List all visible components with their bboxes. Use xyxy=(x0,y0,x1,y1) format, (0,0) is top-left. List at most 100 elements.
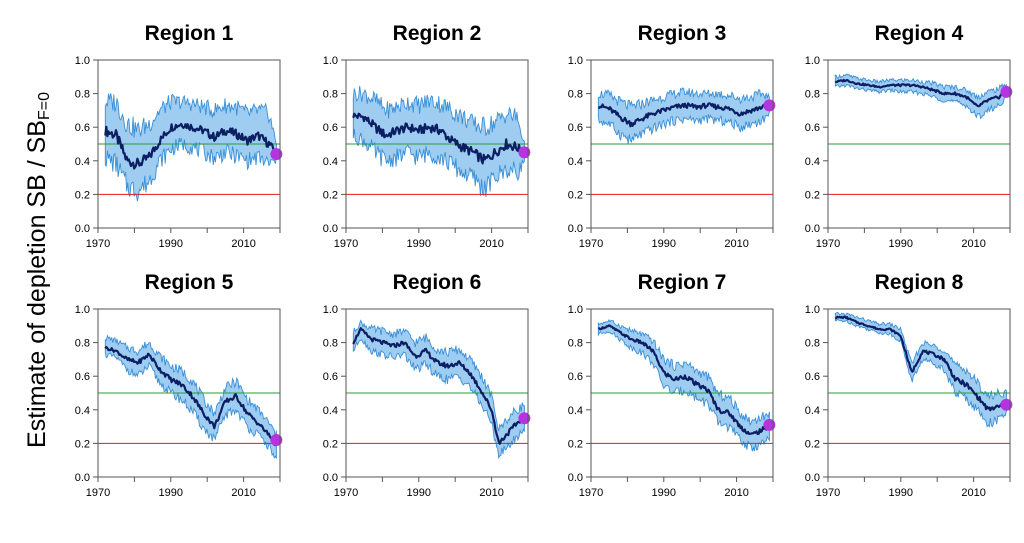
y-tick-label: 0.0 xyxy=(568,472,583,484)
panel-title: Region 2 xyxy=(393,22,482,45)
x-tick-label: 2010 xyxy=(231,487,255,499)
median-line xyxy=(352,327,526,445)
final-point-marker xyxy=(763,99,776,112)
final-point-marker xyxy=(270,148,283,161)
y-tick-label: 0.0 xyxy=(75,223,90,235)
plot-frame xyxy=(345,59,529,229)
x-tick-label: 1990 xyxy=(889,487,913,499)
median-line xyxy=(104,122,277,170)
x-tick-label: 2010 xyxy=(961,238,985,250)
final-point-marker xyxy=(518,412,531,425)
plot-frame xyxy=(97,59,281,229)
confidence-band xyxy=(352,319,525,460)
panel-3: Region 3 0.0 0.2 0.4 0.6 0.8 1.0 1970 1990 2010 xyxy=(568,22,776,250)
y-tick-label: 0.8 xyxy=(568,89,583,101)
x-tick-label: 1990 xyxy=(652,238,676,250)
y-tick-label: 0.8 xyxy=(568,338,583,350)
panel-title: Region 3 xyxy=(638,22,727,45)
y-tick-label: 0.6 xyxy=(568,122,583,134)
y-tick-label: 0.4 xyxy=(75,405,90,417)
panel-7: Region 7 0.0 0.2 0.4 0.6 0.8 1.0 1970 1990 2010 xyxy=(568,271,776,499)
plot-frame xyxy=(97,308,281,478)
x-tick-label: 1990 xyxy=(652,487,676,499)
y-tick-label: 0.0 xyxy=(323,472,338,484)
final-point-marker xyxy=(1000,398,1013,411)
y-tick-label: 0.6 xyxy=(323,371,338,383)
y-tick-label: 0.2 xyxy=(75,438,90,450)
y-tick-label: 0.2 xyxy=(568,189,583,201)
y-tick-label: 0.0 xyxy=(568,223,583,235)
y-tick-label: 0.4 xyxy=(805,405,820,417)
final-point-marker xyxy=(1000,85,1013,98)
plot-frame xyxy=(827,308,1011,478)
y-tick-label: 0.0 xyxy=(805,472,820,484)
x-tick-label: 1970 xyxy=(579,487,603,499)
panel-1: Region 1 0.0 0.2 0.4 0.6 0.8 1.0 1970 1990 2010 xyxy=(75,22,283,250)
y-tick-label: 1.0 xyxy=(568,55,583,67)
x-tick-label: 1970 xyxy=(579,238,603,250)
y-tick-label: 0.0 xyxy=(75,472,90,484)
y-tick-label: 0.8 xyxy=(75,89,90,101)
y-tick-label: 0.8 xyxy=(805,89,820,101)
y-tick-label: 0.6 xyxy=(75,371,90,383)
x-tick-label: 1990 xyxy=(159,238,183,250)
y-tick-label: 0.0 xyxy=(805,223,820,235)
x-tick-label: 2010 xyxy=(479,238,503,250)
x-tick-label: 1990 xyxy=(159,487,183,499)
panel-title: Region 5 xyxy=(145,271,234,294)
confidence-band xyxy=(597,87,770,144)
final-point-marker xyxy=(518,146,531,159)
x-tick-label: 1990 xyxy=(407,487,431,499)
panel-title: Region 7 xyxy=(638,271,727,294)
y-axis-label-main: Estimate of depletion SB / SB xyxy=(23,120,51,448)
panel-8: Region 8 0.0 0.2 0.4 0.6 0.8 1.0 1970 1990 2010 xyxy=(805,271,1013,499)
panel-title: Region 6 xyxy=(393,271,482,294)
y-tick-label: 1.0 xyxy=(75,304,90,316)
y-tick-label: 0.6 xyxy=(568,371,583,383)
y-tick-label: 1.0 xyxy=(323,304,338,316)
y-tick-label: 1.0 xyxy=(805,304,820,316)
y-axis-label-subscript: F=0 xyxy=(36,92,53,120)
x-tick-label: 1970 xyxy=(334,238,358,250)
y-tick-label: 0.8 xyxy=(805,338,820,350)
y-tick-label: 1.0 xyxy=(323,55,338,67)
panel-2: Region 2 0.0 0.2 0.4 0.6 0.8 1.0 1970 1990 2010 xyxy=(323,22,531,250)
confidence-band xyxy=(834,73,1007,120)
x-tick-label: 2010 xyxy=(961,487,985,499)
final-point-marker xyxy=(270,434,283,447)
y-tick-label: 0.4 xyxy=(568,405,583,417)
y-tick-label: 0.2 xyxy=(805,438,820,450)
x-tick-label: 1970 xyxy=(86,487,110,499)
x-tick-label: 2010 xyxy=(724,238,748,250)
y-tick-label: 1.0 xyxy=(75,55,90,67)
plot-frame xyxy=(590,59,774,229)
confidence-band xyxy=(834,311,1007,428)
y-tick-label: 0.6 xyxy=(805,371,820,383)
confidence-band xyxy=(104,93,277,202)
x-tick-label: 1970 xyxy=(86,238,110,250)
median-line xyxy=(104,345,277,447)
x-tick-label: 1970 xyxy=(816,238,840,250)
y-tick-label: 0.8 xyxy=(323,338,338,350)
median-line xyxy=(598,102,770,128)
y-tick-label: 0.2 xyxy=(323,189,338,201)
confidence-band xyxy=(597,318,770,452)
x-tick-label: 2010 xyxy=(479,487,503,499)
panel-6: Region 6 0.0 0.2 0.4 0.6 0.8 1.0 1970 1990 2010 xyxy=(323,271,531,499)
x-tick-label: 1970 xyxy=(334,487,358,499)
y-tick-label: 1.0 xyxy=(805,55,820,67)
panel-5: Region 5 0.0 0.2 0.4 0.6 0.8 1.0 1970 1990 2010 xyxy=(75,271,283,499)
median-line xyxy=(352,112,526,165)
y-tick-label: 0.2 xyxy=(568,438,583,450)
plot-frame xyxy=(590,308,774,478)
panel-title: Region 8 xyxy=(875,271,964,294)
panel-4: Region 4 0.0 0.2 0.4 0.6 0.8 1.0 1970 1990 2010 xyxy=(805,22,1013,250)
y-tick-label: 0.2 xyxy=(323,438,338,450)
median-line xyxy=(835,315,1008,412)
y-tick-label: 0.2 xyxy=(75,189,90,201)
figure-y-axis-label: Estimate of depletion SB / SBF=0 xyxy=(23,92,53,448)
y-tick-label: 0.4 xyxy=(323,156,338,168)
y-tick-label: 0.4 xyxy=(568,156,583,168)
